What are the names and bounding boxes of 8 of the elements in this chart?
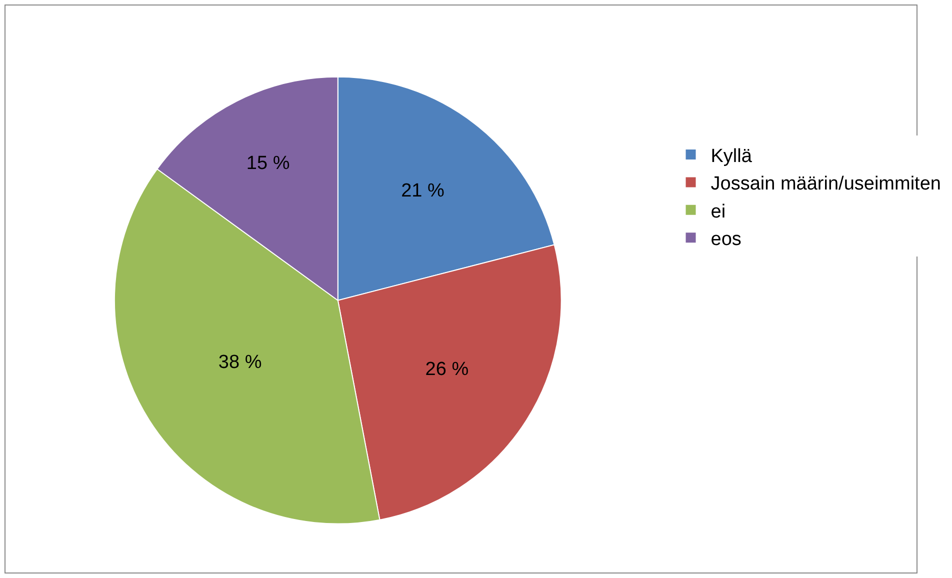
- legend-label: ei: [710, 201, 726, 222]
- data-label: 38 %: [218, 352, 262, 373]
- legend-label: Kyllä: [710, 146, 752, 167]
- data-label: 15 %: [246, 152, 290, 174]
- legend-label: Jossain määrin/useimmiten: [710, 174, 941, 195]
- legend-label: eos: [710, 229, 742, 250]
- data-label: 26 %: [425, 359, 469, 380]
- data-label: 21 %: [401, 180, 444, 202]
